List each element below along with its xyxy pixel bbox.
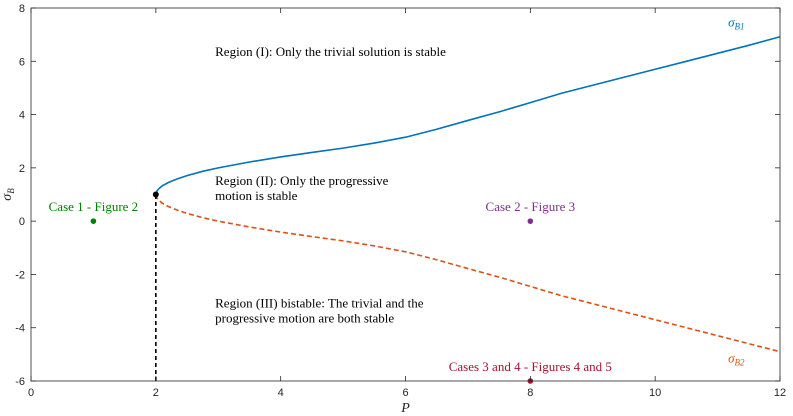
y-tick-label: 0 xyxy=(19,216,25,228)
series-label-b1: σB1 xyxy=(728,15,744,32)
x-tick-label: 8 xyxy=(527,387,533,399)
x-tick-label: 6 xyxy=(402,387,408,399)
x-tick-label: 4 xyxy=(278,387,284,399)
x-tick-label: 10 xyxy=(649,387,661,399)
x-tick-label: 12 xyxy=(774,387,786,399)
case-label-1: Case 1 - Figure 2 xyxy=(49,199,139,214)
region-annotation-3: Region (III) bistable: The trivial and t… xyxy=(215,296,424,326)
case-label-3: Cases 3 and 4 - Figures 4 and 5 xyxy=(449,359,612,374)
region-annotation-line: Region (III) bistable: The trivial and t… xyxy=(215,296,424,311)
y-tick-label: 4 xyxy=(19,110,25,122)
case-point-2 xyxy=(527,218,534,224)
y-tick-label: 2 xyxy=(19,163,25,175)
case-point-1 xyxy=(90,218,97,224)
x-tick-label: 2 xyxy=(153,387,159,399)
y-tick-label: -2 xyxy=(15,269,25,281)
y-axis-title: σB xyxy=(0,188,16,201)
series-line-b2 xyxy=(155,194,781,353)
plot-area xyxy=(90,35,781,384)
region-annotation-line: Region (I): Only the trivial solution is… xyxy=(215,44,446,59)
axis-ticks: 0 2 4 6 8 10 12 -6 -4 -2 0 2 4 6 8 xyxy=(15,3,786,399)
y-tick-label: -4 xyxy=(15,323,25,335)
chart-labels: PσB Case 1 - Figure 2 Case 2 - Figure 3 Cas… xyxy=(0,15,745,416)
region-annotation-2: Region (II): Only the progressive motion … xyxy=(215,173,389,203)
x-axis-title: P xyxy=(400,401,410,416)
region-annotation-line: Region (II): Only the progressive xyxy=(215,173,389,188)
y-tick-label: 8 xyxy=(19,3,25,15)
series-label-b2: σB2 xyxy=(728,350,745,367)
x-tick-label: 0 xyxy=(28,387,34,399)
region-annotation-line: progressive motion are both stable xyxy=(215,311,394,326)
critical-point xyxy=(152,191,159,198)
series-line-b1 xyxy=(155,35,781,195)
y-tick-label: -6 xyxy=(15,376,25,388)
region-annotation-1: Region (I): Only the trivial solution is… xyxy=(215,44,446,59)
case-label-2: Case 2 - Figure 3 xyxy=(486,199,576,214)
y-tick-label: 6 xyxy=(19,56,25,68)
region-annotation-line: motion is stable xyxy=(215,188,298,203)
